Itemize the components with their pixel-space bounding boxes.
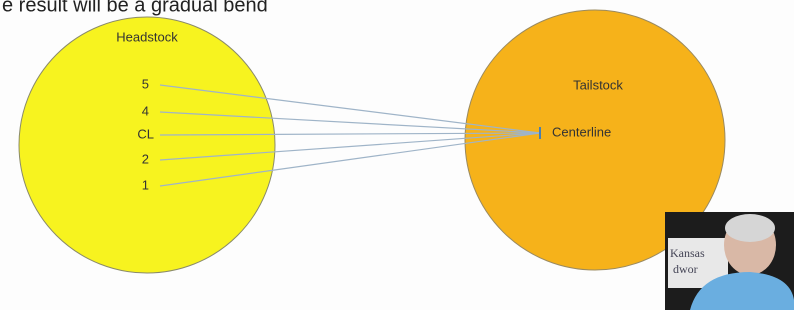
headstock-label: Headstock (116, 29, 178, 44)
point-label: 4 (142, 103, 149, 118)
point-label: CL (137, 126, 154, 141)
headstock-circle (19, 17, 275, 273)
tailstock-label: Tailstock (573, 77, 623, 92)
slide: e result will be a gradual bend Headstoc… (0, 0, 794, 310)
point-label: 5 (142, 76, 149, 91)
webcam-inset: Kansas dwor (665, 212, 794, 310)
webcam-sign-text: Kansas (670, 246, 705, 260)
centerline-label: Centerline (552, 124, 611, 139)
point-label: 1 (142, 177, 149, 192)
webcam-hair (725, 214, 775, 242)
point-label: 2 (142, 151, 149, 166)
slide-heading: e result will be a gradual bend (2, 0, 268, 16)
webcam-sign-text: dwor (673, 262, 698, 276)
